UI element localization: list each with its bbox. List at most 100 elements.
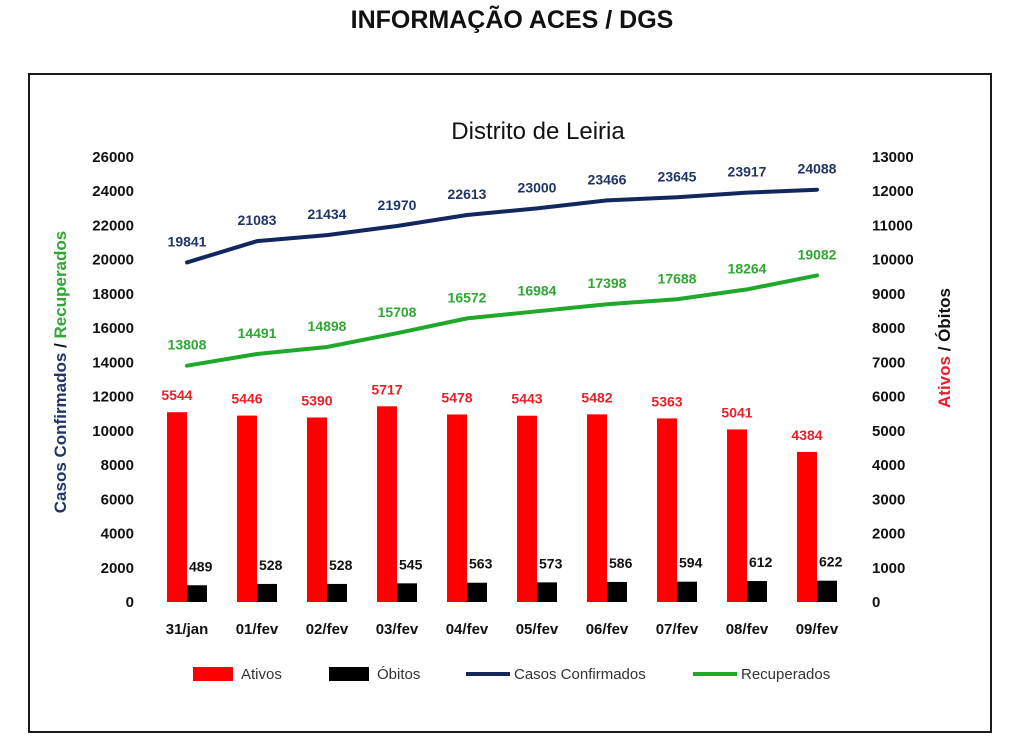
casos-confirmados-data-label: 24088 xyxy=(798,161,837,177)
legend-casos-confirmados-label: Casos Confirmados xyxy=(514,666,646,683)
left-tick-label: 24000 xyxy=(92,183,134,200)
ativos-bar xyxy=(167,412,187,602)
casos-confirmados-data-label: 23000 xyxy=(518,179,557,195)
right-axis-ticks: 0 1000 2000 3000 4000 5000 6000 7000 8000 9000 100… xyxy=(872,149,914,611)
category-label: 07/fev xyxy=(656,621,699,638)
right-tick-label: 12000 xyxy=(872,183,914,200)
left-tick-label: 18000 xyxy=(92,286,134,303)
left-tick-label: 4000 xyxy=(101,526,134,543)
legend-ativos-label: Ativos xyxy=(241,666,282,683)
obitos-bar xyxy=(677,581,697,602)
obitos-data-label: 563 xyxy=(469,556,493,572)
recuperados-data-label: 16984 xyxy=(518,282,557,298)
left-axis-ticks: 0 2000 4000 6000 8000 10000 12000 14000 16000 180… xyxy=(92,149,134,611)
chart-title: Distrito de Leiria xyxy=(451,118,625,145)
legend-recuperados-label: Recuperados xyxy=(741,666,830,683)
casos-confirmados-data-label: 23645 xyxy=(658,168,697,184)
left-tick-label: 16000 xyxy=(92,320,134,337)
casos-confirmados-line xyxy=(185,187,819,265)
obitos-bar xyxy=(747,581,767,602)
ativos-data-label: 5544 xyxy=(161,387,192,403)
recuperados-data-label: 17688 xyxy=(658,270,697,286)
left-axis-title-part1: Casos Confirmados xyxy=(51,353,70,514)
recuperados-data-label: 16572 xyxy=(448,289,487,305)
casos-confirmados-data-label: 23466 xyxy=(588,171,627,187)
ativos-bar xyxy=(727,429,747,602)
ativos-data-label: 5041 xyxy=(721,404,752,420)
obitos-data-label: 528 xyxy=(329,557,353,573)
casos-confirmados-data-label: 21434 xyxy=(308,206,347,222)
legend: Ativos Óbitos Casos Confirmados Recuperados xyxy=(193,666,830,683)
left-axis-title: Casos Confirmados / Recuperados xyxy=(51,231,70,513)
obitos-bar xyxy=(327,583,347,602)
ativos-bar xyxy=(517,415,537,602)
obitos-data-label: 586 xyxy=(609,555,633,571)
right-tick-label: 11000 xyxy=(872,217,913,234)
casos-confirmados-data-label: 22613 xyxy=(448,186,487,202)
left-tick-label: 20000 xyxy=(92,252,134,269)
bars-layer xyxy=(167,406,837,602)
obitos-data-label: 489 xyxy=(189,558,213,574)
obitos-bar xyxy=(537,582,557,602)
right-tick-label: 9000 xyxy=(872,286,905,303)
category-label: 31/jan xyxy=(166,621,209,638)
obitos-bar xyxy=(467,582,487,602)
obitos-data-label: 545 xyxy=(399,556,423,572)
obitos-bar xyxy=(397,583,417,602)
right-tick-label: 5000 xyxy=(872,423,905,440)
right-tick-label: 6000 xyxy=(872,389,905,406)
legend-obitos-label: Óbitos xyxy=(377,666,420,683)
obitos-data-label: 622 xyxy=(819,554,843,570)
left-tick-label: 0 xyxy=(126,594,134,611)
ativos-data-label: 5482 xyxy=(581,389,612,405)
obitos-bar xyxy=(607,581,627,602)
casos-confirmados-data-label: 21083 xyxy=(238,212,277,228)
right-axis-title-part2: Óbitos xyxy=(935,288,954,342)
casos-confirmados-data-label: 23917 xyxy=(728,164,767,180)
right-tick-label: 4000 xyxy=(872,457,905,474)
ativos-data-label: 5390 xyxy=(301,392,332,408)
obitos-data-label: 573 xyxy=(539,555,563,571)
ativos-bar xyxy=(587,414,607,602)
ativos-data-label: 5363 xyxy=(651,393,682,409)
ativos-data-label: 4384 xyxy=(791,427,822,443)
right-tick-label: 8000 xyxy=(872,320,905,337)
right-tick-label: 13000 xyxy=(872,149,914,166)
left-tick-label: 10000 xyxy=(92,423,134,440)
recuperados-data-label: 14491 xyxy=(238,325,277,341)
ativos-data-label: 5446 xyxy=(231,391,262,407)
legend-ativos-swatch xyxy=(193,667,233,681)
recuperados-line xyxy=(185,273,819,368)
right-tick-label: 2000 xyxy=(872,526,905,543)
right-axis-title-part1: Ativos xyxy=(935,356,954,408)
obitos-bar xyxy=(187,585,207,602)
recuperados-data-label: 15708 xyxy=(378,304,417,320)
left-tick-label: 8000 xyxy=(101,457,134,474)
left-tick-label: 14000 xyxy=(92,354,134,371)
left-tick-label: 26000 xyxy=(92,149,134,166)
legend-obitos-swatch xyxy=(329,667,369,681)
right-tick-label: 1000 xyxy=(872,560,905,577)
ativos-bar xyxy=(237,415,257,602)
left-axis-title-separator: / xyxy=(51,338,70,352)
page-title: INFORMAÇÃO ACES / DGS xyxy=(350,6,674,34)
category-label: 02/fev xyxy=(306,621,349,638)
left-tick-label: 6000 xyxy=(101,491,134,508)
right-tick-label: 0 xyxy=(872,594,880,611)
obitos-bar xyxy=(817,580,837,602)
right-axis-title-separator: / xyxy=(935,342,954,356)
left-tick-label: 22000 xyxy=(92,217,134,234)
ativos-data-label: 5478 xyxy=(441,389,472,405)
left-axis-title-part2: Recuperados xyxy=(51,231,70,339)
left-tick-label: 2000 xyxy=(101,560,134,577)
category-label: 05/fev xyxy=(516,621,559,638)
category-label: 08/fev xyxy=(726,621,769,638)
ativos-bar xyxy=(307,417,327,602)
right-axis-title: Ativos / Óbitos xyxy=(935,288,954,408)
category-label: 09/fev xyxy=(796,621,839,638)
recuperados-data-label: 13808 xyxy=(168,337,207,353)
chart-frame xyxy=(28,73,992,733)
recuperados-data-label: 14898 xyxy=(308,318,347,334)
casos-confirmados-data-label: 21970 xyxy=(378,197,417,213)
ativos-data-label: 5443 xyxy=(511,391,542,407)
